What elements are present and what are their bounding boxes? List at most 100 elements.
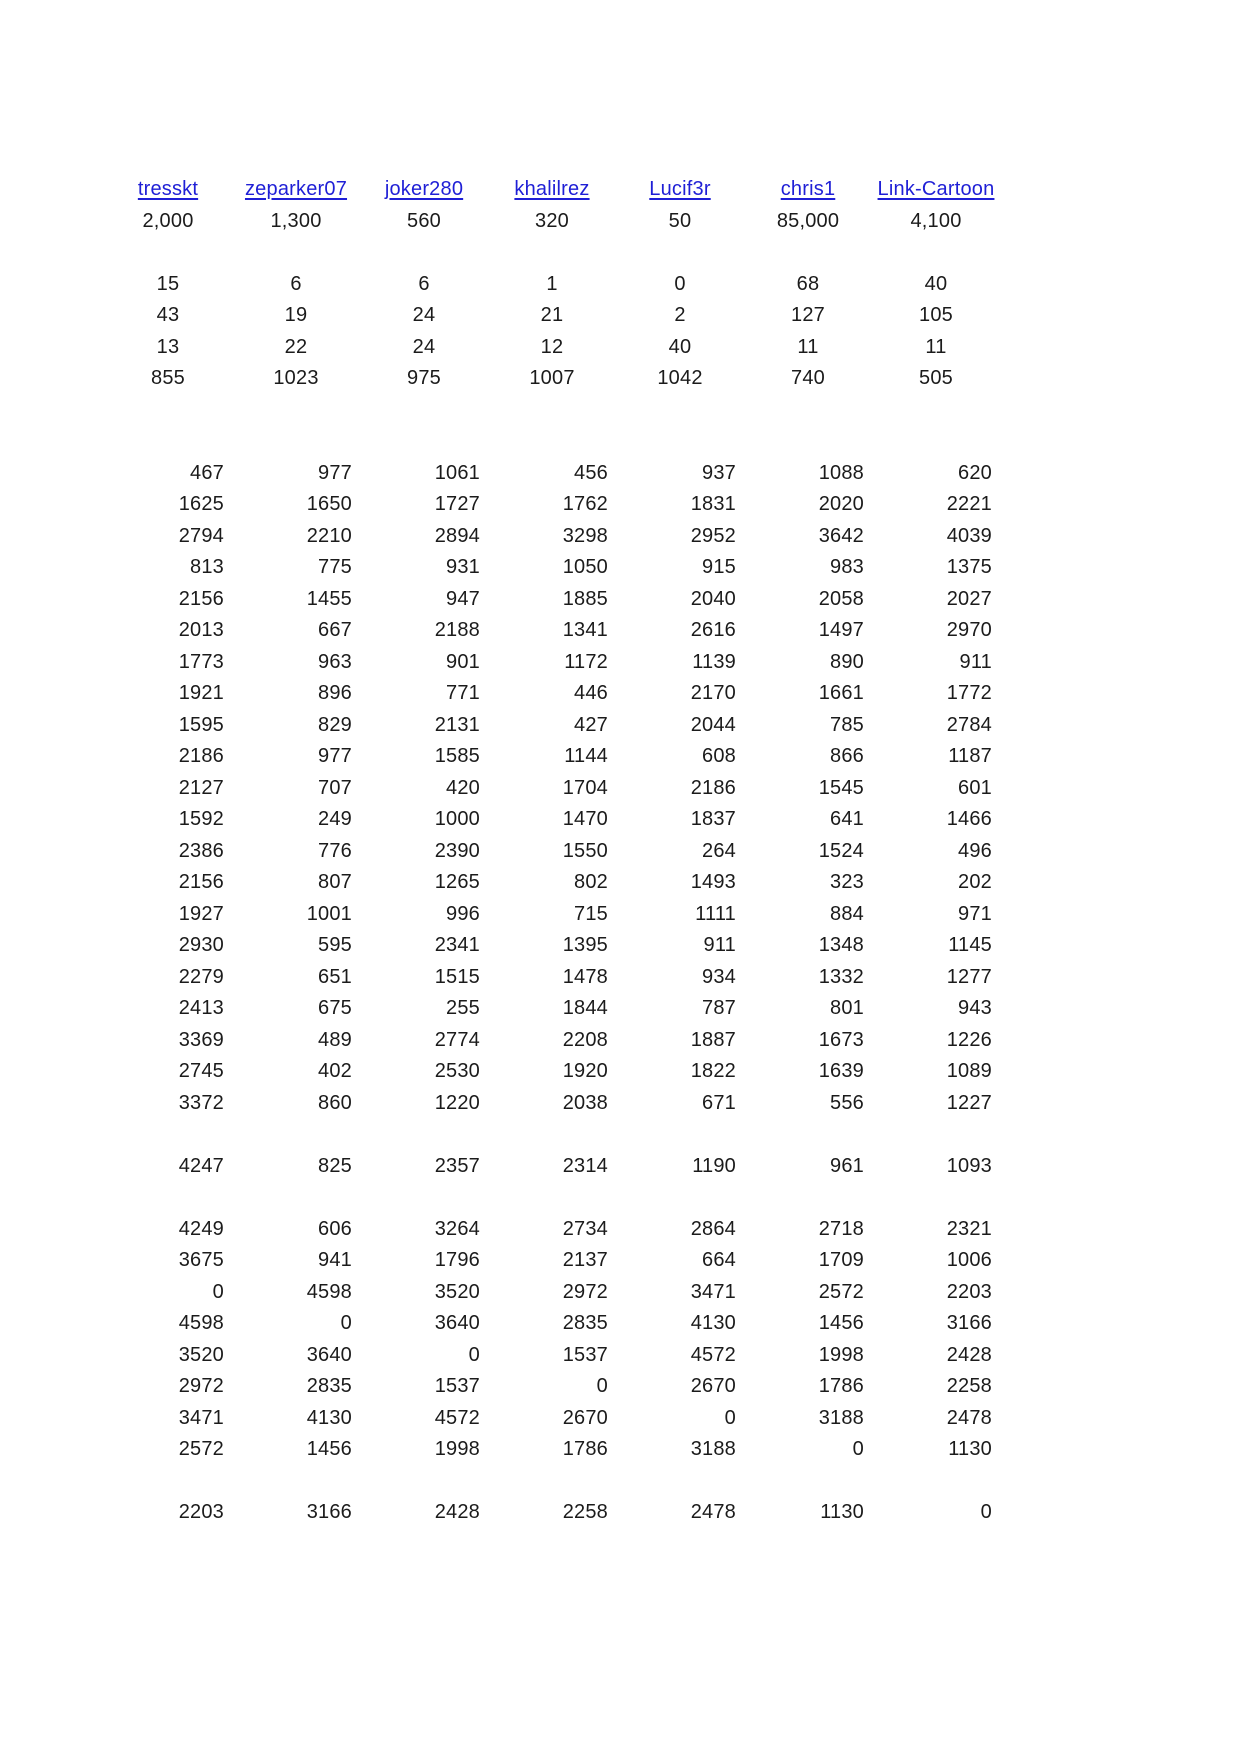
value-cell: 1639 <box>818 1060 864 1082</box>
value-cell: 1187 <box>948 745 992 767</box>
header-link-tresskt[interactable]: tresskt <box>137 178 199 200</box>
value-cell: 620 <box>958 461 992 484</box>
value-cell: 2044 <box>690 713 736 736</box>
value-cell: 1920 <box>562 1060 608 1082</box>
value-cell: 4572 <box>434 1406 480 1429</box>
value-cell: 1762 <box>562 493 608 515</box>
table-row: 1625 1650 1727 1762 1831 2020 2221 <box>104 489 1000 521</box>
value-cell: 1023 <box>273 367 319 389</box>
value-cell: 715 <box>574 902 608 925</box>
table-row: 1921 896 771 446 2170 1661 1772 <box>104 678 1000 710</box>
value-cell: 2208 <box>562 1028 608 1051</box>
blank-row <box>104 395 1000 427</box>
value-cell: 2894 <box>434 524 480 547</box>
value-cell: 2,000 <box>142 209 194 232</box>
value-cell: 2258 <box>562 1501 608 1523</box>
value-cell: 3166 <box>946 1312 992 1334</box>
value-cell: 4598 <box>178 1312 224 1334</box>
value-cell: 2221 <box>946 493 992 515</box>
value-cell: 2930 <box>178 934 224 956</box>
value-cell: 3642 <box>818 524 864 547</box>
value-cell: 740 <box>791 367 825 389</box>
value-cell: 1921 <box>178 682 224 704</box>
header-cell: zeparker07 <box>232 174 360 206</box>
value-cell: 1466 <box>946 808 992 830</box>
value-cell: 884 <box>830 902 864 925</box>
value-cell: 3471 <box>178 1406 224 1429</box>
value-cell: 446 <box>574 682 608 704</box>
value-cell: 2478 <box>946 1406 992 1429</box>
value-cell: 866 <box>830 745 864 767</box>
value-cell: 2203 <box>178 1501 224 1523</box>
value-cell: 1006 <box>946 1249 992 1271</box>
value-cell: 2670 <box>690 1375 736 1397</box>
table-row: 855 1023 975 1007 1042 740 505 <box>104 363 1000 395</box>
table-row: 4598 0 3640 2835 4130 1456 3166 <box>104 1308 1000 1340</box>
value-cell: 3640 <box>434 1312 480 1334</box>
table-row: 2745 402 2530 1920 1822 1639 1089 <box>104 1056 1000 1088</box>
value-cell: 3520 <box>178 1343 224 1366</box>
value-cell: 1822 <box>690 1060 736 1082</box>
value-cell: 11 <box>925 335 947 358</box>
header-link-chris1[interactable]: chris1 <box>780 178 836 200</box>
table-row: 813 775 931 1050 915 983 1375 <box>104 552 1000 584</box>
value-cell: 963 <box>318 650 352 673</box>
value-cell: 2835 <box>562 1312 608 1334</box>
value-cell: 3369 <box>178 1028 224 1051</box>
value-cell: 3471 <box>690 1280 736 1303</box>
value-cell: 2972 <box>178 1375 224 1397</box>
value-cell: 2027 <box>946 587 992 610</box>
value-cell: 202 <box>958 871 992 893</box>
header-link-joker280[interactable]: joker280 <box>384 178 464 200</box>
value-cell: 1831 <box>690 493 736 515</box>
value-cell: 2210 <box>306 524 352 547</box>
value-cell: 420 <box>446 776 480 799</box>
value-cell: 6 <box>290 272 302 295</box>
value-cell: 971 <box>958 902 992 925</box>
value-cell: 1089 <box>946 1060 992 1082</box>
value-cell: 771 <box>446 682 480 704</box>
header-cell: khalilrez <box>488 174 616 206</box>
value-cell: 2013 <box>178 619 224 641</box>
table-row: 2413 675 255 1844 787 801 943 <box>104 993 1000 1025</box>
value-cell: 2413 <box>178 997 224 1019</box>
value-cell: 2864 <box>690 1217 736 1240</box>
value-cell: 1042 <box>657 367 703 389</box>
value-cell: 0 <box>724 1406 736 1429</box>
value-cell: 664 <box>702 1249 736 1271</box>
value-cell: 1786 <box>818 1375 864 1397</box>
value-cell: 467 <box>190 461 224 484</box>
value-cell: 3166 <box>306 1501 352 1523</box>
table-row: 2156 1455 947 1885 2040 2058 2027 <box>104 584 1000 616</box>
value-cell: 0 <box>674 272 686 295</box>
value-cell: 496 <box>958 839 992 862</box>
value-cell: 2279 <box>178 965 224 988</box>
value-cell: 1088 <box>818 461 864 484</box>
header-link-zeparker07[interactable]: zeparker07 <box>244 178 348 200</box>
value-cell: 2186 <box>178 745 224 767</box>
table-row: 1592 249 1000 1470 1837 641 1466 <box>104 804 1000 836</box>
header-link-link-cartoon[interactable]: Link-Cartoon <box>877 178 995 200</box>
header-link-khalilrez[interactable]: khalilrez <box>514 178 590 200</box>
value-cell: 1595 <box>178 713 224 736</box>
header-cell: tresskt <box>104 174 232 206</box>
table-row: 467 977 1061 456 937 1088 620 <box>104 458 1000 490</box>
value-cell: 1885 <box>562 587 608 610</box>
value-cell: 2038 <box>562 1091 608 1114</box>
value-cell: 323 <box>830 871 864 893</box>
value-cell: 1727 <box>434 493 480 515</box>
value-cell: 825 <box>318 1154 352 1177</box>
value-cell: 915 <box>702 556 736 578</box>
value-cell: 12 <box>540 335 564 358</box>
header-link-lucif3r[interactable]: Lucif3r <box>649 178 711 200</box>
value-cell: 0 <box>596 1375 608 1397</box>
value-cell: 402 <box>318 1060 352 1082</box>
blank-row <box>104 1119 1000 1151</box>
value-cell: 2156 <box>178 871 224 893</box>
value-cell: 1007 <box>529 367 575 389</box>
table-row: 2794 2210 2894 3298 2952 3642 4039 <box>104 521 1000 553</box>
value-cell: 802 <box>574 871 608 893</box>
value-cell: 801 <box>830 997 864 1019</box>
value-cell: 1545 <box>818 776 864 799</box>
value-cell: 13 <box>156 335 180 358</box>
